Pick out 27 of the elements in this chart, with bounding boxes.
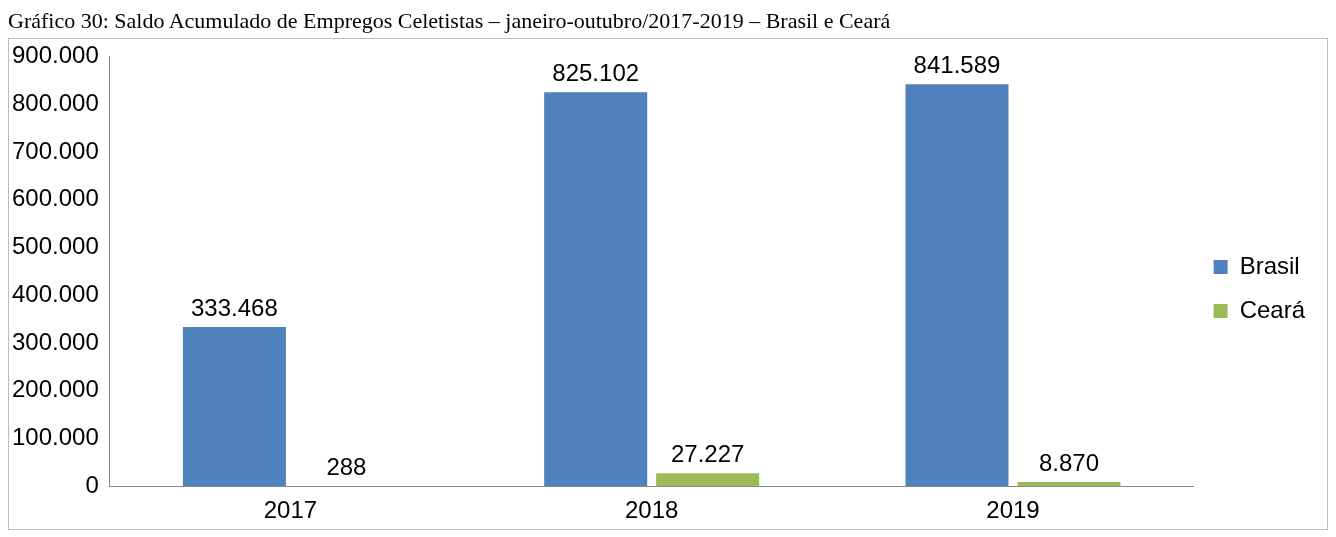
y-tick-label: 100.000: [11, 423, 99, 451]
bar: [544, 92, 648, 487]
y-tick-label: 0: [85, 470, 99, 498]
y-tick-label: 600.000: [11, 184, 99, 212]
data-label: 825.102: [552, 58, 640, 86]
bar: [656, 473, 760, 487]
chart-title: Gráfico 30: Saldo Acumulado de Empregos Celetistas – janeiro-outubro/2017-2019 – Brasil e Ceará: [8, 8, 892, 34]
y-tick-label: 500.000: [11, 232, 99, 260]
y-tick-label: 700.000: [11, 136, 99, 164]
y-tick-label: 400.000: [11, 279, 99, 307]
data-label: 333.468: [191, 293, 278, 321]
y-tick-label: 800.000: [11, 88, 99, 116]
y-tick-label: 900.000: [11, 41, 99, 69]
legend-label: Brasil: [1239, 251, 1300, 279]
x-tick-label: 2019: [986, 496, 1040, 524]
x-tick-label: 2018: [625, 496, 679, 524]
legend-label: Ceará: [1239, 295, 1306, 323]
y-tick-label: 300.000: [11, 327, 99, 355]
x-tick-label: 2017: [263, 496, 318, 524]
data-label: 8.870: [1038, 448, 1100, 476]
data-label: 288: [326, 452, 367, 480]
bar: [905, 84, 1009, 487]
data-label: 841.589: [913, 50, 1001, 78]
bar: [1017, 481, 1121, 487]
y-tick-label: 200.000: [11, 375, 99, 403]
data-label: 27.227: [670, 439, 745, 467]
bar: [182, 326, 286, 487]
